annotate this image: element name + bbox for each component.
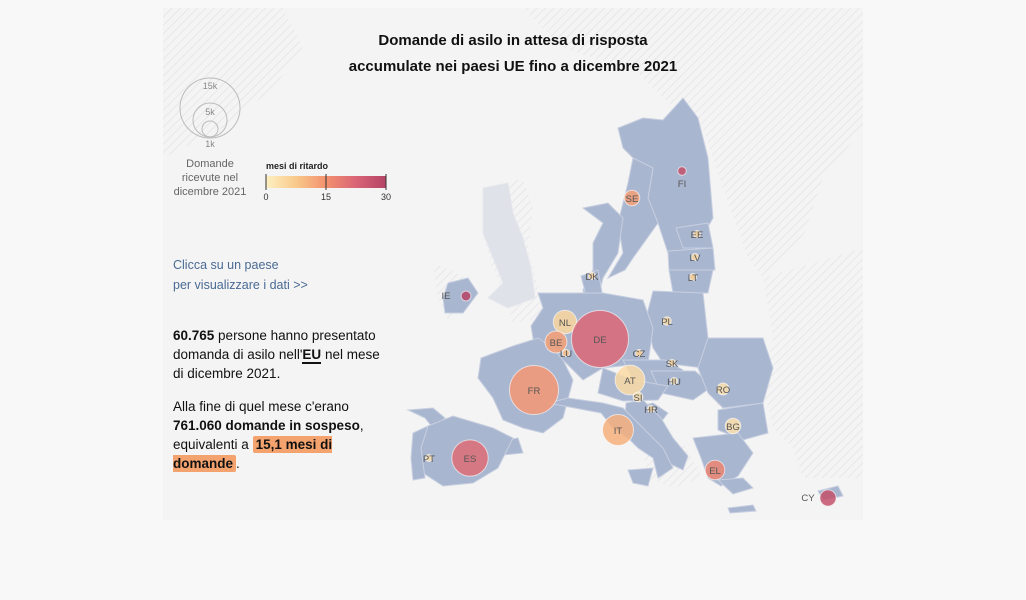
size-legend-1k: 1k (205, 139, 215, 149)
bubble-bg[interactable] (724, 417, 742, 435)
country-label-se[interactable]: SE (626, 194, 639, 205)
bubble-lv[interactable] (691, 253, 699, 261)
country-label-hr[interactable]: HR (644, 405, 658, 416)
size-legend (179, 77, 241, 139)
country-label-ro[interactable]: RO (716, 385, 730, 396)
bubble-hr[interactable] (647, 405, 655, 413)
country-label-ie[interactable]: IE (442, 291, 451, 302)
size-legend-15k: 15k (203, 81, 218, 91)
map-title-line1: Domande di asilo in attesa di risposta (378, 32, 648, 49)
country-label-lt[interactable]: LT (688, 273, 699, 284)
country-label-nl[interactable]: NL (559, 318, 571, 329)
country-label-de[interactable]: DE (593, 335, 606, 346)
country-label-lv[interactable]: LV (690, 253, 702, 264)
country-label-lu[interactable]: LU (560, 349, 572, 360)
country-label-fr[interactable]: FR (528, 386, 541, 397)
country-label-cy[interactable]: CY (801, 493, 815, 504)
bubble-at[interactable] (614, 364, 646, 396)
country-label-pl[interactable]: PL (661, 317, 673, 328)
country-label-dk[interactable]: DK (585, 272, 599, 283)
country-label-hu[interactable]: HU (667, 377, 681, 388)
bubble-fr[interactable] (509, 365, 559, 415)
bubble-es[interactable] (451, 439, 489, 477)
uk-land (482, 182, 536, 309)
bubble-pt[interactable] (425, 454, 433, 462)
bubble-si[interactable] (632, 391, 644, 403)
bubble-be[interactable] (544, 330, 568, 354)
country-label-at[interactable]: AT (624, 376, 636, 387)
bubble-it[interactable] (602, 414, 634, 446)
country-label-sk[interactable]: SK (666, 359, 679, 370)
eu-link[interactable]: EU (302, 347, 322, 364)
stat-eu-applications: 60.765 persone hanno presentato domanda … (173, 328, 380, 381)
country-label-bg[interactable]: BG (726, 422, 740, 433)
country-label-ee[interactable]: EE (691, 230, 704, 241)
bubble-fi[interactable] (677, 166, 687, 176)
map-visualization: 15k 5k 1k FI SE EE LV LT DK IE NL BE LU DE PL CZ SK FR… (163, 8, 863, 520)
bubble-ro[interactable] (716, 382, 730, 396)
country-label-cz[interactable]: CZ (633, 349, 646, 360)
color-legend-label-0: 0 (263, 192, 269, 202)
size-legend-label: Domande ricevute nel dicembre 2021 (173, 158, 247, 198)
click-hint: Clicca su un paese per visualizzare i da… (173, 258, 308, 292)
bubble-lt[interactable] (689, 273, 697, 281)
bubble-el[interactable] (704, 459, 726, 481)
country-label-es[interactable]: ES (464, 454, 477, 465)
bubble-dk[interactable] (588, 272, 596, 280)
map-title-line2: accumulate nei paesi UE fino a dicembre … (348, 58, 678, 75)
country-label-pt[interactable]: PT (423, 454, 435, 465)
country-label-fi[interactable]: FI (678, 179, 686, 190)
bubble-se[interactable] (623, 189, 641, 207)
bubble-de[interactable] (571, 310, 629, 368)
bubble-sk[interactable] (668, 359, 676, 367)
size-legend-5k: 5k (205, 107, 215, 117)
color-legend-label-15: 15 (320, 192, 332, 202)
bubble-pl[interactable] (662, 316, 672, 326)
color-legend-label-30: 30 (380, 192, 392, 202)
bubble-lu[interactable] (562, 349, 570, 357)
bubble-cy[interactable] (819, 489, 837, 507)
country-label-be[interactable]: BE (550, 338, 563, 349)
country-label-si[interactable]: SI (634, 393, 643, 404)
bubble-ee[interactable] (693, 230, 701, 238)
country-label-el[interactable]: EL (709, 466, 721, 477)
country-label-it[interactable]: IT (614, 426, 623, 437)
color-legend-title: mesi di ritardo (266, 161, 329, 171)
bubble-cz[interactable] (635, 349, 643, 357)
stat-pending: Alla fine di quel mese c'erano 761.060 d… (173, 399, 364, 472)
bubble-ie[interactable] (460, 290, 472, 302)
bubble-hu[interactable] (670, 377, 678, 385)
